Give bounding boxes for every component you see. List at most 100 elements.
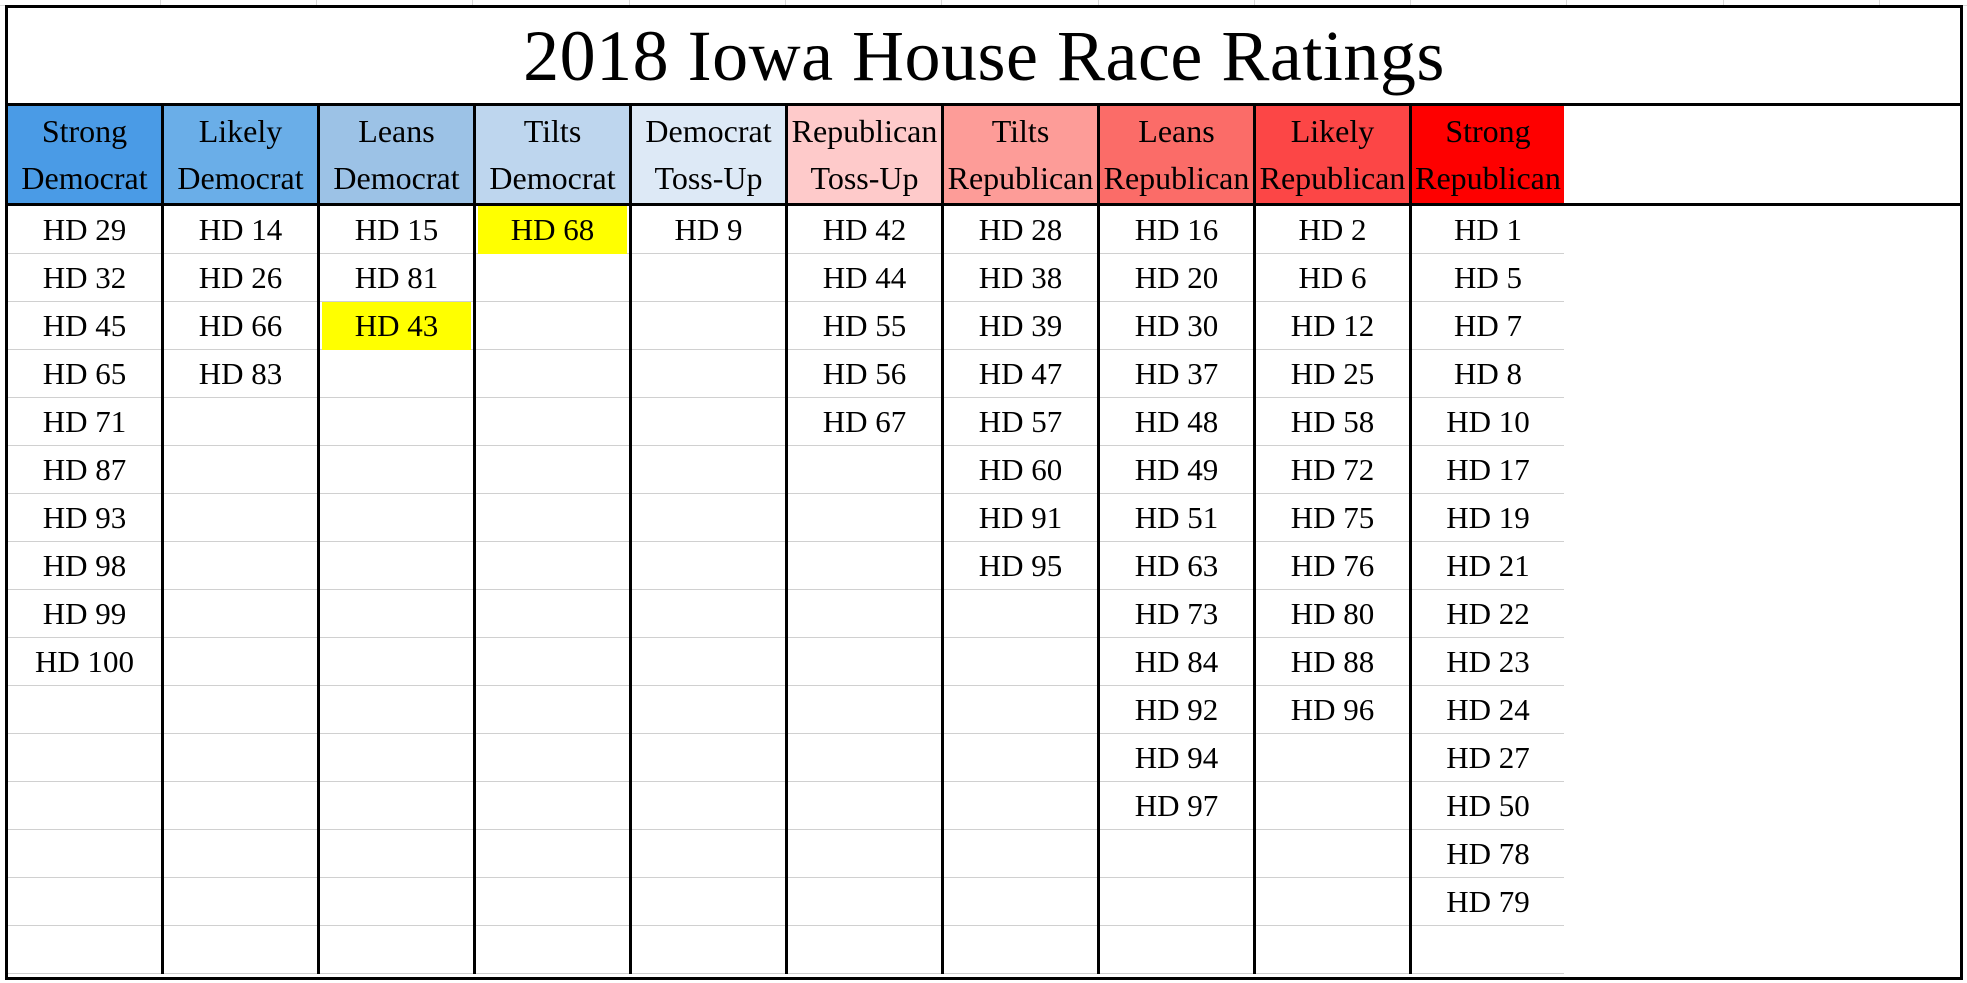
column-democrat-toss-up: HD 9 xyxy=(632,206,788,974)
district-cell[interactable]: HD 16 xyxy=(1134,211,1219,247)
district-cell[interactable]: HD 72 xyxy=(1290,451,1375,487)
district-cell[interactable]: HD 14 xyxy=(198,211,283,247)
column-header-line2: Democrat xyxy=(177,159,304,196)
column-strong-democrat: HD 29 HD 32 HD 45 HD 65 HD 71 HD 87 HD 93 HD 98… xyxy=(8,206,164,974)
column-strong-republican: HD 1 HD 5 HD 7 HD 8 HD 10 HD 17 HD 19 HD 21 HD 2… xyxy=(1412,206,1564,974)
column-republican-toss-up: HD 42 HD 44 HD 55 HD 56 HD 67 xyxy=(788,206,944,974)
column-header-tilts-republican: Tilts Republican xyxy=(944,106,1100,203)
district-cell[interactable]: HD 30 xyxy=(1134,307,1219,343)
district-cell[interactable]: HD 39 xyxy=(978,307,1063,343)
district-cell[interactable]: HD 55 xyxy=(822,307,907,343)
column-header-line2: Republican xyxy=(1415,159,1561,196)
column-header-line2: Democrat xyxy=(489,159,616,196)
column-likely-democrat: HD 14 HD 26 HD 66 HD 83 xyxy=(164,206,320,974)
sheet-gridline xyxy=(1254,0,1255,5)
column-header-likely-democrat: Likely Democrat xyxy=(164,106,320,203)
column-header-line2: Democrat xyxy=(21,159,148,196)
column-header-line2: Republican xyxy=(947,159,1094,196)
district-cell[interactable]: HD 92 xyxy=(1134,691,1219,727)
district-cell[interactable]: HD 67 xyxy=(822,403,907,439)
district-cell[interactable]: HD 1 xyxy=(1453,211,1523,247)
district-cell[interactable]: HD 20 xyxy=(1134,259,1219,295)
rating-header-row: Strong Democrat Likely Democrat Leans Democra… xyxy=(8,106,1960,206)
district-cell[interactable]: HD 15 xyxy=(354,211,439,247)
district-cell[interactable]: HD 88 xyxy=(1290,643,1375,679)
district-cell[interactable]: HD 21 xyxy=(1446,547,1530,583)
district-cell[interactable]: HD 37 xyxy=(1134,355,1219,391)
column-header-line1: Republican xyxy=(791,112,938,149)
district-cell[interactable]: HD 29 xyxy=(42,211,127,247)
district-cell[interactable]: HD 93 xyxy=(42,499,127,535)
district-cell[interactable]: HD 43 xyxy=(322,302,471,350)
district-cell[interactable]: HD 50 xyxy=(1446,787,1530,823)
district-cell[interactable]: HD 100 xyxy=(34,643,135,679)
district-cell[interactable]: HD 97 xyxy=(1134,787,1219,823)
district-cell[interactable]: HD 49 xyxy=(1134,451,1219,487)
column-likely-republican: HD 2 HD 6 HD 12 HD 25 HD 58 HD 72 HD 75 HD 76 HD… xyxy=(1256,206,1412,974)
district-cell[interactable]: HD 38 xyxy=(978,259,1063,295)
sheet-gridline xyxy=(1410,0,1411,5)
district-cell[interactable]: HD 80 xyxy=(1290,595,1375,631)
district-cell[interactable]: HD 99 xyxy=(42,595,127,631)
column-header-line1: Leans xyxy=(358,112,435,149)
district-cell[interactable]: HD 98 xyxy=(42,547,127,583)
district-cell[interactable]: HD 94 xyxy=(1134,739,1219,775)
sheet-gridline xyxy=(629,0,630,5)
district-cell[interactable]: HD 57 xyxy=(978,403,1063,439)
district-cell[interactable]: HD 71 xyxy=(42,403,127,439)
district-cell[interactable]: HD 83 xyxy=(198,355,283,391)
district-cell[interactable]: HD 81 xyxy=(354,259,439,295)
district-cell[interactable]: HD 5 xyxy=(1453,259,1523,295)
column-leans-republican: HD 16 HD 20 HD 30 HD 37 HD 48 HD 49 HD 51 HD 63… xyxy=(1100,206,1256,974)
district-cell[interactable]: HD 8 xyxy=(1453,355,1523,391)
column-header-line1: Likely xyxy=(198,112,283,149)
district-cell[interactable]: HD 63 xyxy=(1134,547,1219,583)
district-cell[interactable]: HD 22 xyxy=(1446,595,1530,631)
column-header-line1: Tilts xyxy=(523,112,582,149)
district-cell[interactable]: HD 45 xyxy=(42,307,127,343)
district-cell[interactable]: HD 23 xyxy=(1446,643,1530,679)
district-cell[interactable]: HD 9 xyxy=(674,211,743,247)
district-cell[interactable]: HD 17 xyxy=(1446,451,1530,487)
district-cell[interactable]: HD 96 xyxy=(1290,691,1375,727)
district-cell[interactable]: HD 24 xyxy=(1446,691,1530,727)
district-cell[interactable]: HD 47 xyxy=(978,355,1063,391)
district-cell[interactable]: HD 32 xyxy=(42,259,127,295)
district-cell[interactable]: HD 84 xyxy=(1134,643,1219,679)
district-cell[interactable]: HD 91 xyxy=(978,499,1063,535)
district-cell[interactable]: HD 10 xyxy=(1446,403,1530,439)
district-cell[interactable]: HD 56 xyxy=(822,355,907,391)
district-cell[interactable]: HD 87 xyxy=(42,451,127,487)
district-cell[interactable]: HD 75 xyxy=(1290,499,1375,535)
column-header-leans-democrat: Leans Democrat xyxy=(320,106,476,203)
district-cell[interactable]: HD 12 xyxy=(1290,307,1375,343)
district-cell[interactable]: HD 51 xyxy=(1134,499,1219,535)
sheet-gridline xyxy=(941,0,942,5)
district-cell[interactable]: HD 68 xyxy=(478,206,627,254)
column-header-line1: Leans xyxy=(1138,112,1215,149)
district-cell[interactable]: HD 66 xyxy=(198,307,283,343)
district-cell[interactable]: HD 6 xyxy=(1298,259,1367,295)
district-cell[interactable]: HD 76 xyxy=(1290,547,1375,583)
district-cell[interactable]: HD 2 xyxy=(1298,211,1367,247)
district-cell[interactable]: HD 42 xyxy=(822,211,907,247)
district-cell[interactable]: HD 58 xyxy=(1290,403,1375,439)
district-cell[interactable]: HD 7 xyxy=(1453,307,1523,343)
district-cell[interactable]: HD 48 xyxy=(1134,403,1219,439)
district-cell[interactable]: HD 19 xyxy=(1446,499,1530,535)
sheet-gridline xyxy=(472,0,473,5)
district-cell[interactable]: HD 60 xyxy=(978,451,1063,487)
district-cell[interactable]: HD 44 xyxy=(822,259,907,295)
district-cell[interactable]: HD 25 xyxy=(1290,355,1375,391)
sheet-gridline xyxy=(785,0,786,5)
district-cell[interactable]: HD 27 xyxy=(1446,739,1530,775)
district-cell[interactable]: HD 79 xyxy=(1446,883,1530,919)
district-cell[interactable]: HD 65 xyxy=(42,355,127,391)
column-header-line2: Toss-Up xyxy=(654,159,763,196)
district-cell[interactable]: HD 28 xyxy=(978,211,1063,247)
district-cell[interactable]: HD 95 xyxy=(978,547,1063,583)
column-header-line1: Likely xyxy=(1290,112,1375,149)
district-cell[interactable]: HD 73 xyxy=(1134,595,1219,631)
district-cell[interactable]: HD 78 xyxy=(1446,835,1530,871)
district-cell[interactable]: HD 26 xyxy=(198,259,283,295)
